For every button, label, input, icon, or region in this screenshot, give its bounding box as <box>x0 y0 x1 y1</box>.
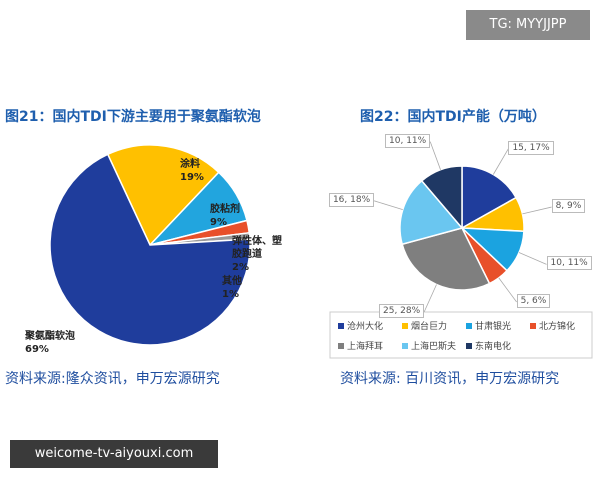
slice-label: 涂料 19% <box>180 158 220 184</box>
pie-slice <box>401 227 491 291</box>
legend-swatch <box>338 322 344 329</box>
legend-swatch <box>466 342 472 349</box>
category-label: 涂料 <box>180 159 200 170</box>
chart-title: 图22：国内TDI产能（万吨） <box>360 109 546 125</box>
legend-swatch <box>402 322 408 329</box>
chart-title: 图21：国内TDI下游主要用于聚氨酯软泡 <box>5 109 261 125</box>
value-label: 15, 17% <box>508 140 554 155</box>
legend-label: 上海拜耳 <box>347 342 384 352</box>
legend-label: 沧州大化 <box>347 322 384 332</box>
legend-item: 北方锦化 <box>530 319 575 332</box>
category-label: 其他 <box>222 276 242 287</box>
leader-line <box>522 206 552 215</box>
legend-item: 烟台巨力 <box>402 319 447 332</box>
leader-line <box>492 148 509 175</box>
slice-label: 胶粘剂 9% <box>210 203 250 229</box>
value-label: 5, 6% <box>516 294 551 309</box>
legend-swatch <box>530 322 536 329</box>
slice-label: 其他 1% <box>222 275 262 301</box>
value-label: 16, 18% <box>328 192 375 207</box>
pie-slice <box>461 165 518 230</box>
legend-label: 甘肃银光 <box>475 322 512 332</box>
legend-label: 北方锦化 <box>539 322 576 332</box>
value-label: 10, 11% <box>546 256 592 271</box>
value-label: 2% <box>232 262 249 273</box>
legend-item: 上海巴斯夫 <box>402 339 456 352</box>
legend-item: 甘肃银光 <box>466 319 511 332</box>
legend-item: 上海拜耳 <box>338 339 383 352</box>
value-label: 19% <box>180 172 204 183</box>
leader-line <box>518 252 547 265</box>
legend-label: 东南电化 <box>475 342 512 352</box>
legend-swatch <box>402 342 408 349</box>
legend-swatch <box>466 322 472 329</box>
pie-slice <box>420 165 463 231</box>
value-label: 1% <box>222 289 239 300</box>
legend-item: 东南电化 <box>466 339 511 352</box>
pie-slice <box>49 153 251 346</box>
slice-label: 弹性体、塑胶跑道 2% <box>232 235 290 274</box>
value-label: 9% <box>210 217 227 228</box>
value-label: 8, 9% <box>551 199 586 214</box>
slice-label: 聚氨酯软泡 69% <box>25 330 95 356</box>
legend-label: 上海巴斯夫 <box>411 342 457 352</box>
value-label: 10, 11% <box>385 133 431 148</box>
category-label: 胶粘剂 <box>210 204 240 215</box>
source: 资料来源: 百川资讯，申万宏源研究 <box>340 371 560 387</box>
watermark: TG: MYYJJPP <box>466 10 590 40</box>
watermark: weicome-tv-aiyouxi.com <box>10 440 218 468</box>
leader-line <box>429 141 441 170</box>
pie-slice <box>106 144 220 247</box>
legend-frame <box>329 311 593 359</box>
leader-line <box>423 284 437 313</box>
leader-line <box>498 277 517 303</box>
legend-swatch <box>338 342 344 349</box>
source: 资料来源:隆众资讯，申万宏源研究 <box>5 371 220 387</box>
legend-label: 烟台巨力 <box>411 322 448 332</box>
value-label: 69% <box>25 344 49 355</box>
legend-item: 沧州大化 <box>338 319 383 332</box>
category-label: 聚氨酯软泡 <box>25 331 75 342</box>
leader-line <box>373 200 403 211</box>
value-label: 25, 28% <box>379 303 425 318</box>
category-label: 弹性体、塑胶跑道 <box>232 236 282 260</box>
pie-slice <box>399 179 464 246</box>
